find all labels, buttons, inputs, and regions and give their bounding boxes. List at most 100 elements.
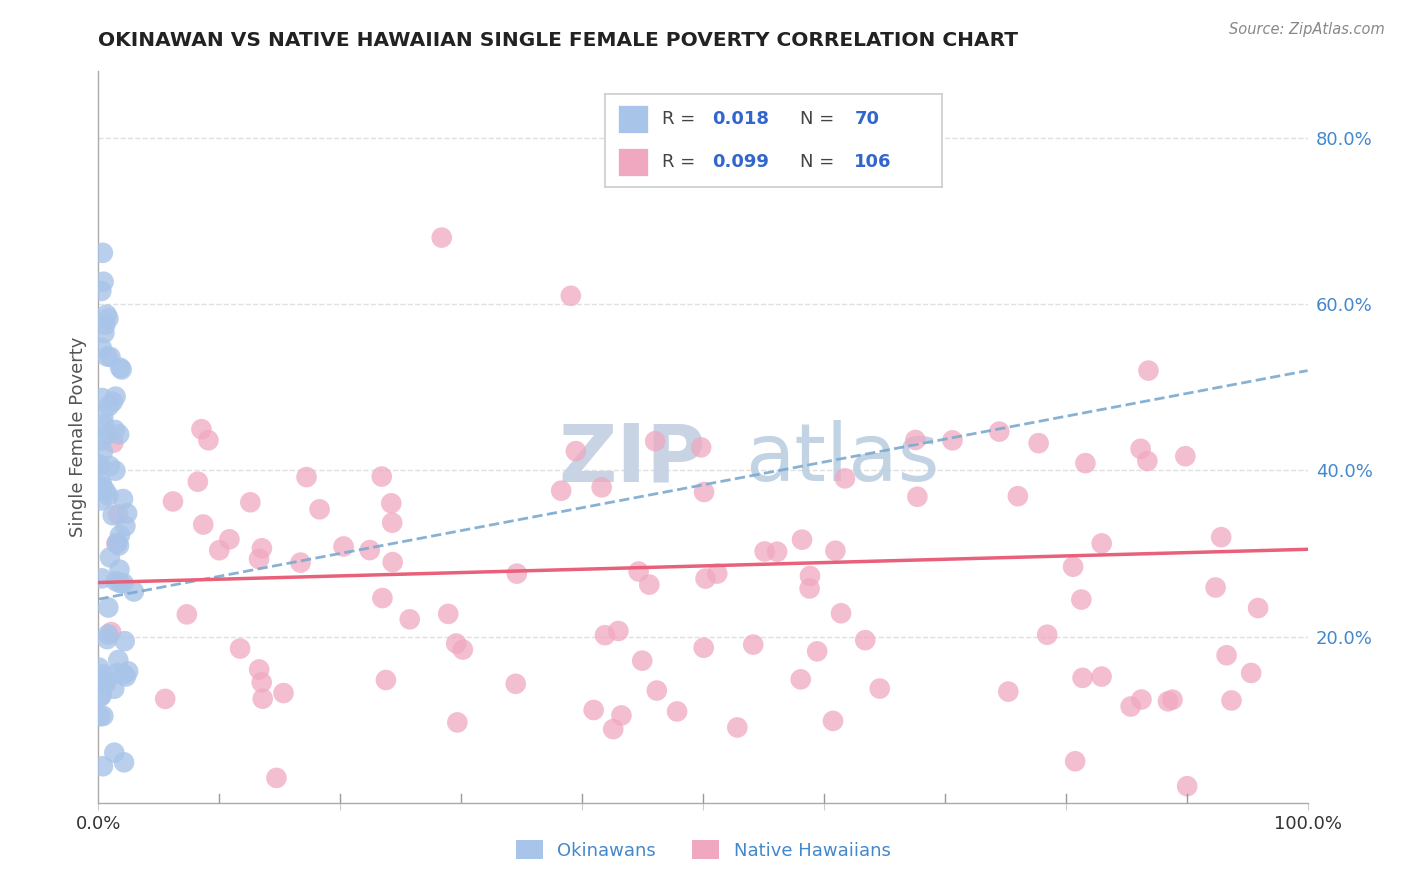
- Point: [706, 566, 728, 581]
- Point: [1215, 648, 1237, 663]
- Point: [1211, 530, 1233, 544]
- Point: [742, 638, 765, 652]
- Text: Source: ZipAtlas.com: Source: ZipAtlas.com: [1229, 22, 1385, 37]
- Point: [1070, 592, 1092, 607]
- Point: [97, 489, 120, 503]
- Point: [105, 536, 128, 550]
- Point: [193, 517, 215, 532]
- Bar: [619, 105, 648, 133]
- Point: [295, 470, 318, 484]
- Point: [627, 565, 650, 579]
- Point: [565, 444, 588, 458]
- Point: [997, 684, 1019, 698]
- Text: OKINAWAN VS NATIVE HAWAIIAN SINGLE FEMALE POVERTY CORRELATION CHART: OKINAWAN VS NATIVE HAWAIIAN SINGLE FEMAL…: [98, 31, 1018, 50]
- Point: [91, 444, 114, 458]
- Point: [374, 673, 396, 687]
- Point: [645, 683, 668, 698]
- Point: [105, 574, 128, 589]
- Point: [1071, 671, 1094, 685]
- Point: [869, 681, 891, 696]
- Point: [250, 675, 273, 690]
- Point: [112, 667, 135, 681]
- Point: [91, 477, 114, 491]
- Point: [1137, 363, 1160, 377]
- Text: atlas: atlas: [745, 420, 939, 498]
- Point: [1119, 699, 1142, 714]
- Point: [104, 423, 127, 437]
- Point: [87, 660, 110, 674]
- Point: [93, 275, 115, 289]
- Point: [1157, 694, 1180, 708]
- Point: [176, 607, 198, 622]
- Point: [112, 576, 135, 591]
- Point: [103, 681, 125, 696]
- Point: [690, 441, 713, 455]
- Point: [1074, 456, 1097, 470]
- Point: [398, 612, 420, 626]
- Point: [834, 471, 856, 485]
- Text: R =: R =: [662, 153, 702, 171]
- Text: 0.018: 0.018: [713, 110, 769, 128]
- Point: [112, 756, 135, 770]
- Point: [430, 230, 453, 244]
- Point: [91, 759, 114, 773]
- Point: [103, 435, 125, 450]
- Point: [100, 350, 122, 364]
- Point: [114, 519, 136, 533]
- Point: [904, 433, 927, 447]
- Point: [93, 709, 115, 723]
- Point: [381, 516, 404, 530]
- Point: [905, 490, 928, 504]
- Point: [91, 479, 114, 493]
- Point: [94, 676, 117, 690]
- Point: [266, 771, 288, 785]
- Point: [108, 427, 131, 442]
- Point: [725, 721, 748, 735]
- Point: [506, 566, 529, 581]
- Point: [96, 632, 118, 646]
- Point: [89, 458, 111, 473]
- Point: [239, 495, 262, 509]
- Point: [1129, 442, 1152, 456]
- Point: [218, 533, 240, 547]
- Point: [97, 600, 120, 615]
- Point: [93, 417, 115, 432]
- Point: [107, 508, 129, 522]
- Point: [437, 607, 460, 621]
- Point: [96, 428, 118, 442]
- Point: [582, 703, 605, 717]
- Point: [853, 633, 876, 648]
- Point: [108, 360, 131, 375]
- Point: [1062, 559, 1084, 574]
- Text: 0.099: 0.099: [713, 153, 769, 171]
- Point: [290, 556, 312, 570]
- Point: [90, 341, 112, 355]
- Text: ZIP: ZIP: [558, 420, 706, 498]
- Point: [187, 475, 209, 489]
- Point: [371, 469, 394, 483]
- Point: [444, 636, 467, 650]
- Point: [91, 571, 114, 585]
- Point: [94, 673, 117, 688]
- Point: [273, 686, 295, 700]
- Point: [93, 667, 115, 681]
- Point: [93, 326, 115, 340]
- Point: [830, 607, 852, 621]
- Point: [117, 665, 139, 679]
- Point: [941, 434, 963, 448]
- Point: [593, 628, 616, 642]
- Point: [1028, 436, 1050, 450]
- Point: [638, 577, 661, 591]
- Point: [197, 434, 219, 448]
- Point: [90, 493, 112, 508]
- Point: [91, 391, 114, 405]
- Point: [371, 591, 394, 605]
- Text: R =: R =: [662, 110, 702, 128]
- Legend: Okinawans, Native Hawaiians: Okinawans, Native Hawaiians: [509, 833, 897, 867]
- Point: [98, 458, 121, 473]
- Point: [90, 480, 112, 494]
- Point: [799, 569, 821, 583]
- Point: [111, 491, 134, 506]
- Point: [250, 541, 273, 556]
- Point: [104, 464, 127, 478]
